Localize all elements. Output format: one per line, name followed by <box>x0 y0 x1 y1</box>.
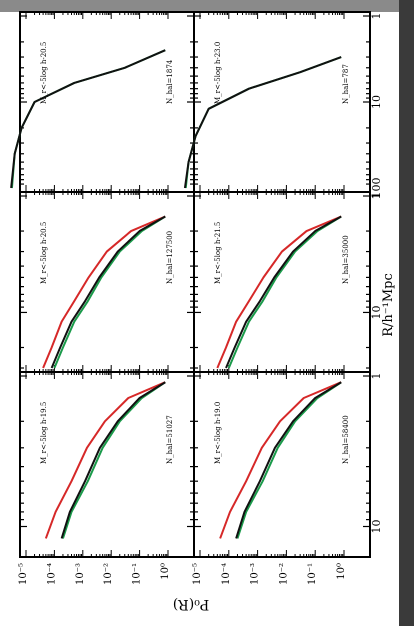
y-tick-label: 10⁻⁴ <box>46 563 57 585</box>
series-line-black <box>10 49 166 189</box>
panel-label-mr: M_r<-5log h-19.0 <box>214 402 222 464</box>
y-tick-label: 10⁻⁵ <box>18 563 29 585</box>
x-axis-label: R/h⁻¹Mpc <box>381 273 396 337</box>
x-tick-label: 100 <box>370 178 383 199</box>
panel-label-nhal: N_hal=35000 <box>342 235 350 284</box>
panel-top-right: M_r<-5log h-19.5 N_hal=51027 10⁰ 10⁻¹ 10⁻² 10… <box>18 371 195 585</box>
panel-label-nhal: N_hal=51027 <box>166 415 174 464</box>
series-line-red <box>219 381 342 539</box>
y-axis-label: P₀(R) <box>173 596 210 612</box>
series-line-green <box>236 381 342 539</box>
x-tick-label: 1 <box>370 373 383 380</box>
y-tick-label: 10⁻² <box>103 563 114 585</box>
x-tick-label: 10 <box>370 95 383 109</box>
panel-frame <box>193 371 371 558</box>
x-tick-label: 1 <box>370 193 383 200</box>
y-tick-label: 10⁻¹ <box>307 563 318 585</box>
y-tick-label: 10⁻⁵ <box>192 563 203 585</box>
y-tick-label: 10⁻³ <box>75 563 86 585</box>
panel-label-nhal: N_hal=58400 <box>342 415 350 464</box>
series-line-black <box>235 381 342 539</box>
y-tick-label: 10⁻⁴ <box>221 563 232 585</box>
panel-top-left: M_r<-5log h-20.5 N_hal=1874 <box>10 11 195 193</box>
panel-frame <box>193 191 371 373</box>
panel-label-mr: M_r<-5log h-19.5 <box>40 402 48 464</box>
y-tick-label: 10⁰ <box>160 563 171 580</box>
right-scan-band <box>399 0 414 626</box>
y-tick-label: 10⁻¹ <box>132 563 143 585</box>
x-tick-label: 10 <box>370 519 383 533</box>
series-line-black <box>50 215 166 369</box>
x-tick-label: 1 <box>370 13 383 20</box>
panel-top-middle: M_r<-5log h-20.5 N_hal=127500 <box>19 191 195 373</box>
panel-label-mr: M_r<-5log h-20.5 <box>40 222 48 284</box>
series-line-red <box>44 381 166 539</box>
panel-bottom-middle: M_r<-5log h-21.5 N_hal=35000 1 10 <box>193 191 383 373</box>
series-line-black <box>60 381 166 539</box>
panel-frame <box>19 11 195 193</box>
panel-frame <box>19 371 195 558</box>
series-line-red <box>42 215 166 369</box>
x-tick-label: 10 <box>370 305 383 319</box>
series-line-red <box>216 215 342 369</box>
panel-label-nhal: N_hal=127500 <box>166 231 174 284</box>
series-line-green <box>53 215 166 369</box>
y-tick-label: 10⁻² <box>278 563 289 585</box>
panel-label-mr: M_r<-5log h-23.0 <box>214 42 222 104</box>
top-scan-band <box>0 0 414 12</box>
series-line-green <box>227 215 342 369</box>
panel-label-mr: M_r<-5log h-20.5 <box>40 42 48 104</box>
series-line-black <box>225 215 342 369</box>
y-tick-label: 10⁰ <box>336 563 347 580</box>
panel-bottom-left: M_r<-5log h-23.0 N_hal=787 1 10 100 <box>183 11 383 199</box>
panel-bottom-right: M_r<-5log h-19.0 N_hal=58400 1 10 10⁰ 10⁻¹ 10⁻… <box>192 371 383 585</box>
panel-label-nhal: N_hal=787 <box>342 64 350 104</box>
y-tick-label: 10⁻³ <box>250 563 261 585</box>
panel-label-mr: M_r<-5log h-21.5 <box>214 222 222 284</box>
series-line-green <box>61 381 166 539</box>
series-line-black <box>183 56 342 189</box>
panel-label-nhal: N_hal=1874 <box>166 59 174 104</box>
